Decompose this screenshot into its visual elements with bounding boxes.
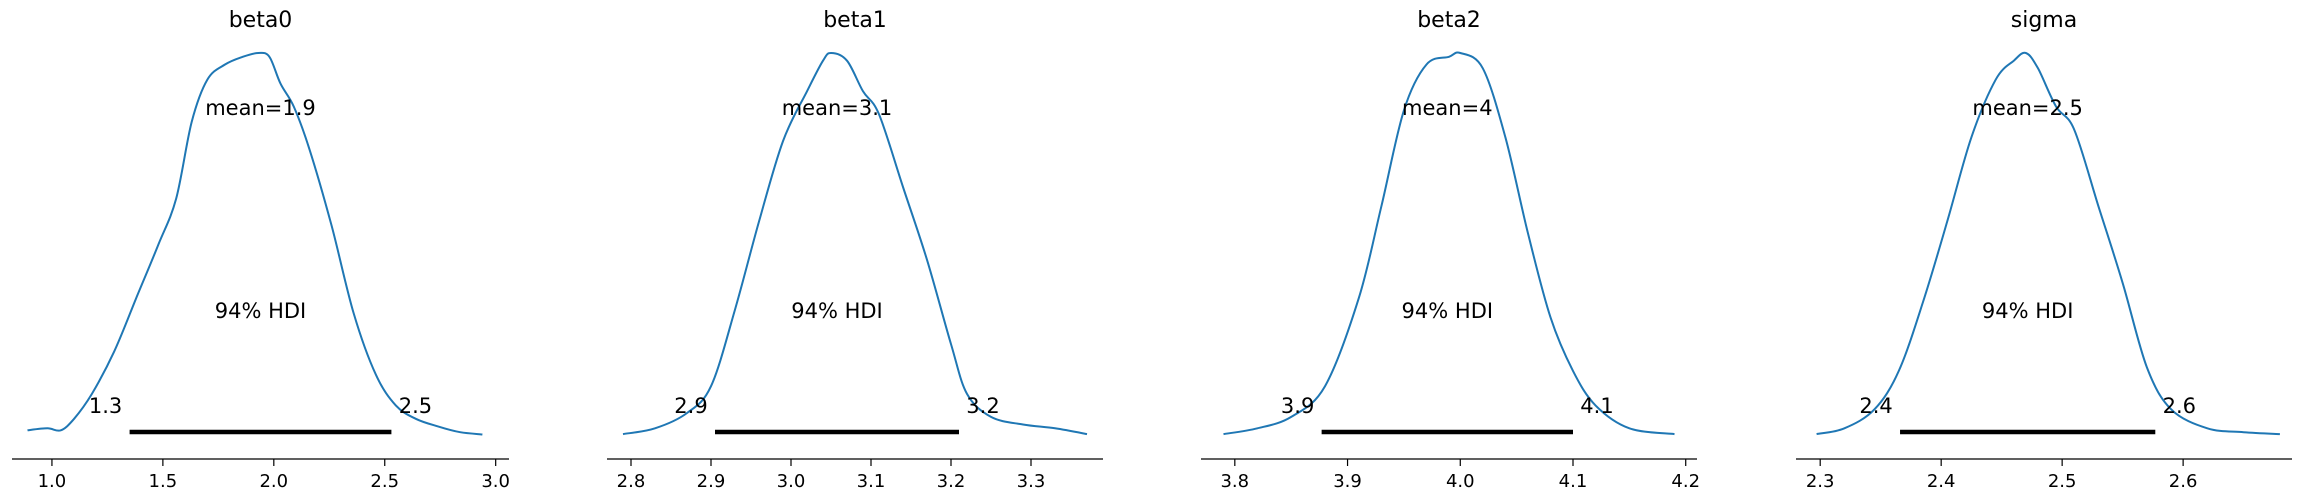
x-tick-label: 2.0: [259, 471, 288, 492]
subplot-beta1: beta1 mean=3.1 94% HDI 2.9 3.2 2.8 2.9 3.0 3.1 3.…: [607, 8, 1103, 492]
density-curve: [622, 51, 1088, 436]
hdi-label: 94% HDI: [1402, 299, 1494, 323]
x-tick-label: 2.5: [370, 471, 399, 492]
mean-label: mean=1.9: [205, 96, 316, 120]
subplot-title: beta0: [229, 8, 293, 33]
subplot-sigma: sigma mean=2.5 94% HDI 2.4 2.6 2.3 2.4 2.5 2.6: [1796, 8, 2292, 492]
x-tick-label: 3.2: [937, 471, 966, 492]
subplot-beta2: beta2 mean=4 94% HDI 3.9 4.1 3.8 3.9 4.0 4.1 4.2: [1201, 8, 1700, 492]
density-curve: [27, 51, 483, 436]
x-tick-label: 3.0: [777, 471, 806, 492]
density-curve: [1223, 51, 1675, 436]
subplot-title: sigma: [2011, 8, 2077, 33]
x-tick-label: 2.8: [617, 471, 646, 492]
hdi-label: 94% HDI: [791, 299, 883, 323]
x-tick-label: 2.6: [2169, 471, 2198, 492]
subplot-title: beta2: [1417, 8, 1481, 33]
hdi-high-label: 2.5: [399, 394, 432, 418]
hdi-low-label: 2.4: [1859, 394, 1892, 418]
x-tick-label: 4.0: [1446, 471, 1475, 492]
hdi-high-label: 3.2: [966, 394, 999, 418]
x-tick-label: 2.9: [697, 471, 726, 492]
subplot-beta0: beta0 mean=1.9 94% HDI 1.3 2.5 1.0 1.5 2.0 2.5 3.…: [12, 8, 510, 492]
subplot-title: beta1: [823, 8, 887, 33]
hdi-low-label: 1.3: [89, 394, 122, 418]
x-tick-label: 1.0: [38, 471, 67, 492]
hdi-low-label: 3.9: [1281, 394, 1314, 418]
x-tick-label: 4.2: [1671, 471, 1700, 492]
hdi-label: 94% HDI: [215, 299, 307, 323]
hdi-high-label: 4.1: [1580, 394, 1613, 418]
density-curve: [1816, 51, 2280, 436]
x-tick-label: 4.1: [1559, 471, 1588, 492]
x-tick-label: 3.9: [1333, 471, 1362, 492]
x-tick-label: 3.0: [481, 471, 510, 492]
x-axis: 2.3 2.4 2.5 2.6: [1796, 458, 2292, 492]
x-tick-label: 2.5: [2048, 471, 2077, 492]
hdi-low-label: 2.9: [674, 394, 707, 418]
x-tick-label: 2.3: [1806, 471, 1835, 492]
hdi-label: 94% HDI: [1982, 299, 2074, 323]
x-axis: 2.8 2.9 3.0 3.1 3.2 3.3: [607, 458, 1103, 492]
x-axis: 3.8 3.9 4.0 4.1 4.2: [1201, 458, 1700, 492]
x-tick-label: 3.3: [1017, 471, 1046, 492]
mean-label: mean=2.5: [1972, 96, 2083, 120]
mean-label: mean=4: [1402, 96, 1493, 120]
x-tick-label: 3.8: [1220, 471, 1249, 492]
x-tick-label: 3.1: [857, 471, 886, 492]
x-tick-label: 2.4: [1927, 471, 1956, 492]
x-tick-label: 1.5: [149, 471, 178, 492]
x-axis: 1.0 1.5 2.0 2.5 3.0: [12, 458, 510, 492]
hdi-high-label: 2.6: [2163, 394, 2196, 418]
mean-label: mean=3.1: [782, 96, 893, 120]
